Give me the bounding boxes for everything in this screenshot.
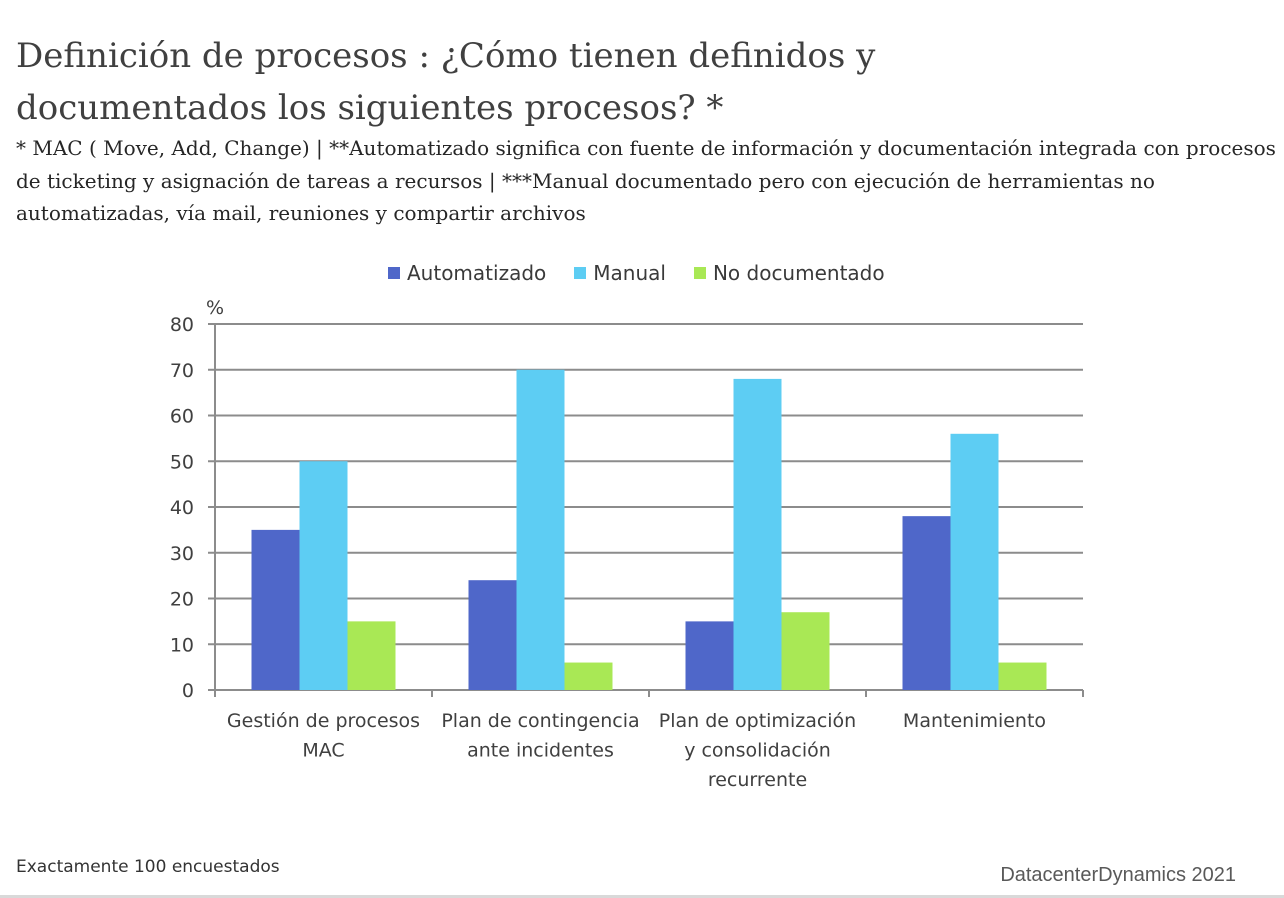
y-tick-label: 0 bbox=[182, 680, 194, 702]
bar-automatizado bbox=[251, 529, 300, 690]
bar-manual bbox=[733, 378, 782, 690]
sample-size-note: Exactamente 100 encuestados bbox=[16, 857, 280, 877]
y-tick-label: 70 bbox=[170, 360, 194, 382]
y-tick-label: 50 bbox=[170, 451, 194, 473]
bar-manual bbox=[516, 369, 565, 690]
legend-swatch-automatizado bbox=[388, 267, 400, 279]
legend-item-automatizado: Automatizado bbox=[388, 261, 546, 285]
legend-swatch-no-documentado bbox=[693, 267, 706, 279]
bar-manual bbox=[950, 433, 999, 690]
legend-label-no-documentado: No documentado bbox=[712, 261, 885, 285]
y-tick-label: 10 bbox=[170, 634, 194, 656]
chart-legend: Automatizado Manual No documentado bbox=[388, 260, 913, 286]
source-credit: DatacenterDynamics 2021 bbox=[1000, 864, 1236, 886]
y-tick-label: 60 bbox=[170, 406, 194, 428]
x-category-label: Plan de contingencia ante incidentes bbox=[441, 710, 639, 762]
bottom-divider bbox=[0, 895, 1284, 898]
y-tick-label: 40 bbox=[170, 497, 194, 519]
bar-no-documentado bbox=[781, 612, 830, 690]
y-axis-label: % bbox=[206, 297, 224, 319]
legend-swatch-manual bbox=[574, 267, 587, 279]
x-category-label: Mantenimiento bbox=[903, 710, 1046, 732]
y-tick-label: 30 bbox=[170, 543, 194, 565]
bar-no-documentado bbox=[998, 662, 1047, 690]
chart-subtitle: * MAC ( Move, Add, Change) | **Automatiz… bbox=[16, 136, 1276, 225]
bar-automatizado bbox=[902, 516, 951, 690]
bar-automatizado bbox=[685, 621, 734, 690]
legend-item-no-documentado: No documentado bbox=[693, 261, 885, 285]
x-category-label: Gestión de procesos MAC bbox=[227, 710, 420, 762]
chart-title: Definición de procesos : ¿Cómo tienen de… bbox=[16, 36, 876, 128]
legend-label-manual: Manual bbox=[593, 261, 666, 285]
x-category-label: Plan de optimización y consolidación recur… bbox=[659, 710, 856, 791]
bar-no-documentado bbox=[347, 621, 396, 690]
bar-manual bbox=[299, 461, 348, 690]
legend-label-automatizado: Automatizado bbox=[407, 261, 547, 285]
bar-automatizado bbox=[468, 580, 517, 690]
y-tick-label: 20 bbox=[170, 589, 194, 611]
y-tick-label: 80 bbox=[170, 314, 194, 336]
bar-no-documentado bbox=[564, 662, 613, 690]
legend-item-manual: Manual bbox=[574, 261, 666, 285]
